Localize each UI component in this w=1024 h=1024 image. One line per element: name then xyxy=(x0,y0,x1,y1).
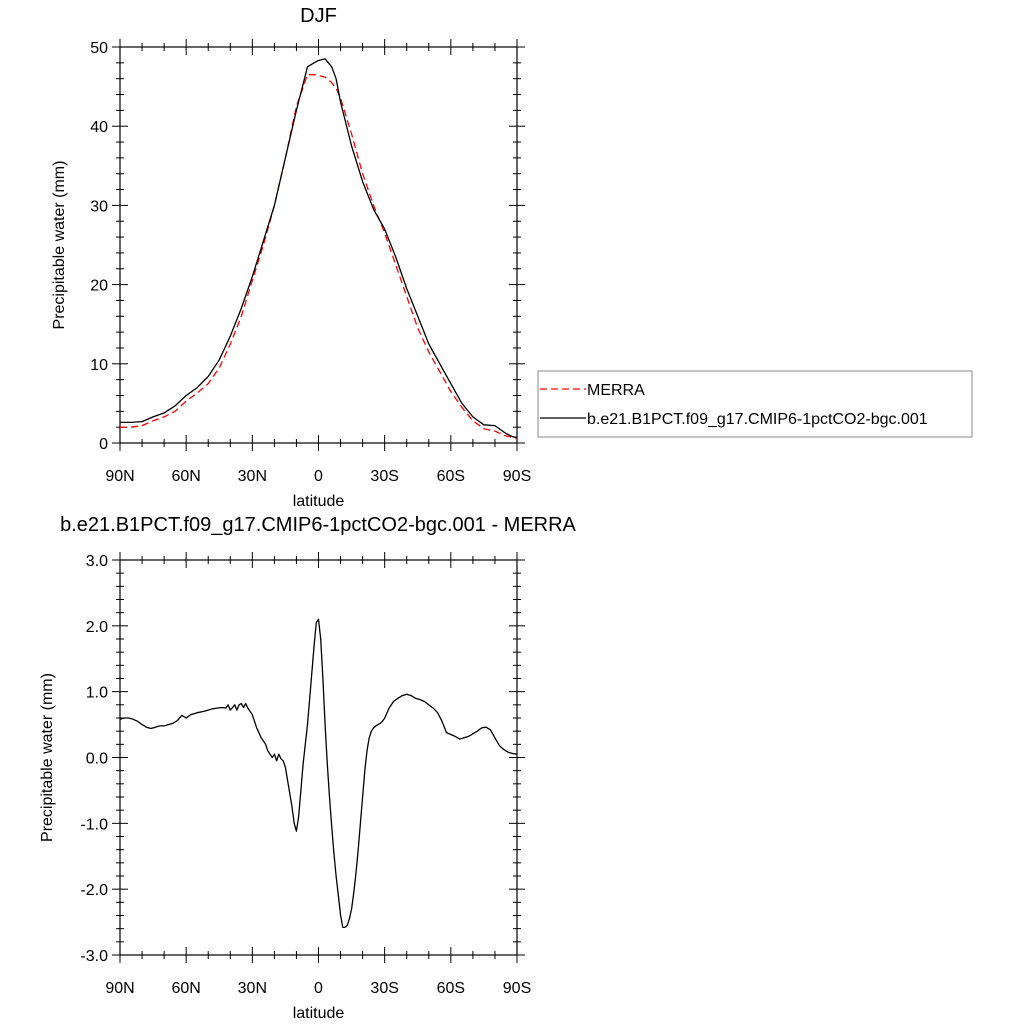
x-tick-label: 60N xyxy=(171,980,200,997)
x-tick-label: 90S xyxy=(503,468,531,485)
difference-series-line xyxy=(119,618,518,929)
x-tick-label: 30S xyxy=(370,980,398,997)
legend-label: MERRA xyxy=(587,382,645,399)
y-tick-label: 10 xyxy=(90,357,108,374)
bottom-panel: b.e21.B1PCT.f09_g17.CMIP6-1pctCO2-bgc.00… xyxy=(39,514,577,1022)
y-tick-label: 0 xyxy=(99,436,108,453)
legend-label: b.e21.B1PCT.f09_g17.CMIP6-1pctCO2-bgc.00… xyxy=(587,411,928,428)
y-tick-label: 40 xyxy=(90,119,108,136)
y-tick-label: 20 xyxy=(90,278,108,295)
x-tick-label: 90N xyxy=(105,468,134,485)
series-line-merra xyxy=(120,74,518,439)
y-tick-label: 50 xyxy=(90,40,108,57)
x-tick-label: 30N xyxy=(238,980,267,997)
x-tick-label: 0 xyxy=(314,980,323,997)
series-line-b-e21-b1pct-f09-g17-cmip6-1pctco2-bgc-001 xyxy=(120,58,518,439)
legend: MERRA b.e21.B1PCT.f09_g17.CMIP6-1pctCO2-b… xyxy=(537,370,973,438)
plot-frame xyxy=(119,46,518,444)
x-tick-label: 30S xyxy=(370,468,398,485)
y-tick-label: 1.0 xyxy=(86,685,108,702)
chart-title: DJF xyxy=(300,5,337,27)
y-tick-label: -3.0 xyxy=(80,948,108,965)
x-axis-label: latitude xyxy=(293,1005,345,1022)
x-tick-label: 60S xyxy=(437,468,465,485)
y-tick-label: 30 xyxy=(90,198,108,215)
x-tick-label: 90N xyxy=(105,980,134,997)
y-tick-label: 0.0 xyxy=(86,751,108,768)
top-panel: DJF 0 10 20 30 40 50 90N 60N 30N 0 30S 60S 90S latitud… xyxy=(51,5,531,510)
y-tick-label: 2.0 xyxy=(86,619,108,636)
x-tick-label: 60S xyxy=(437,980,465,997)
y-tick-label: 3.0 xyxy=(86,553,108,570)
x-tick-label: 30N xyxy=(238,468,267,485)
chart-title: b.e21.B1PCT.f09_g17.CMIP6-1pctCO2-bgc.00… xyxy=(60,514,576,536)
y-tick-label: -1.0 xyxy=(80,816,108,833)
y-axis-label: Precipitable water (mm) xyxy=(39,673,56,842)
x-axis-label: latitude xyxy=(293,493,345,510)
y-tick-label: -2.0 xyxy=(80,882,108,899)
x-tick-label: 90S xyxy=(503,980,531,997)
x-tick-label: 0 xyxy=(314,468,323,485)
y-axis-label: Precipitable water (mm) xyxy=(51,161,68,330)
x-tick-label: 60N xyxy=(171,468,200,485)
legend-box xyxy=(537,370,973,438)
